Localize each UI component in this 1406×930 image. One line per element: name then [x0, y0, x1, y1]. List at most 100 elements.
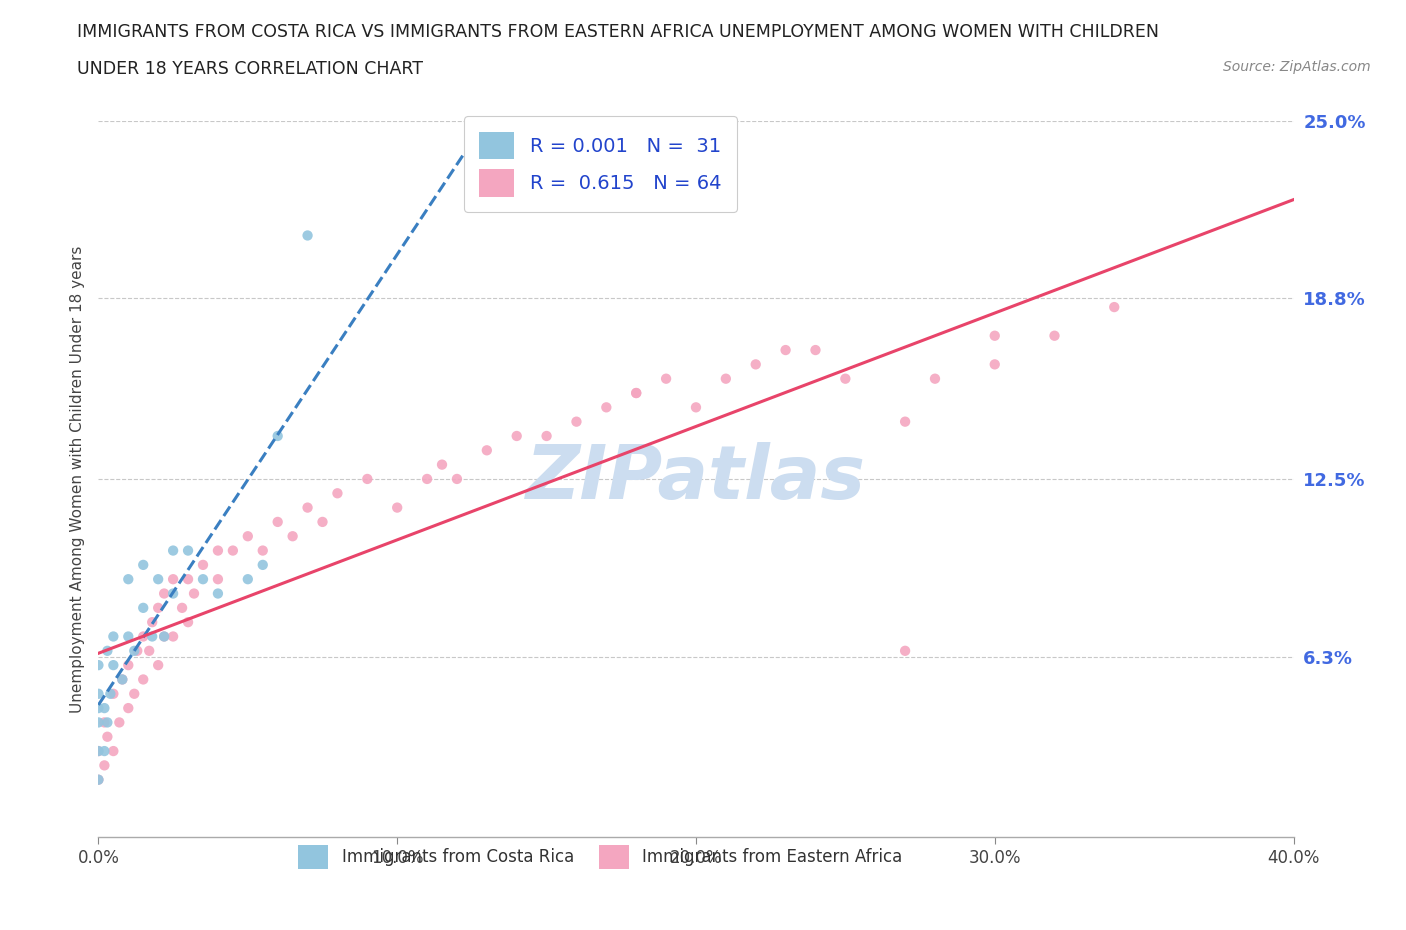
Point	[655, 371, 678, 386]
Point	[1043, 328, 1066, 343]
Point	[536, 429, 558, 444]
Point	[87, 658, 110, 672]
Point	[87, 772, 110, 787]
Point	[356, 472, 378, 486]
Point	[93, 715, 115, 730]
Point	[93, 758, 115, 773]
Legend: Immigrants from Costa Rica, Immigrants from Eastern Africa: Immigrants from Costa Rica, Immigrants f…	[291, 838, 910, 875]
Point	[714, 371, 737, 386]
Point	[172, 601, 194, 616]
Point	[132, 629, 155, 644]
Point	[87, 744, 110, 759]
Point	[297, 500, 319, 515]
Point	[311, 514, 333, 529]
Point	[87, 686, 110, 701]
Point	[775, 342, 797, 357]
Point	[446, 472, 468, 486]
Point	[685, 400, 707, 415]
Point	[108, 715, 131, 730]
Point	[191, 557, 214, 572]
Point	[103, 629, 125, 644]
Point	[117, 700, 139, 715]
Point	[98, 686, 122, 701]
Point	[430, 458, 453, 472]
Point	[132, 601, 155, 616]
Point	[252, 543, 274, 558]
Point	[595, 400, 617, 415]
Point	[148, 601, 170, 616]
Point	[984, 357, 1007, 372]
Point	[177, 543, 200, 558]
Point	[117, 572, 139, 587]
Point	[162, 572, 184, 587]
Text: IMMIGRANTS FROM COSTA RICA VS IMMIGRANTS FROM EASTERN AFRICA UNEMPLOYMENT AMONG : IMMIGRANTS FROM COSTA RICA VS IMMIGRANTS…	[77, 23, 1160, 41]
Point	[141, 615, 163, 630]
Point	[236, 572, 259, 587]
Point	[626, 386, 648, 401]
Point	[506, 429, 529, 444]
Point	[252, 557, 274, 572]
Point	[385, 500, 409, 515]
Point	[894, 644, 917, 658]
Point	[222, 543, 245, 558]
Point	[281, 529, 304, 544]
Point	[87, 715, 110, 730]
Point	[177, 615, 200, 630]
Point	[1104, 299, 1126, 314]
Point	[162, 543, 184, 558]
Point	[117, 658, 139, 672]
Point	[127, 644, 149, 658]
Point	[297, 228, 319, 243]
Point	[148, 572, 170, 587]
Point	[132, 672, 155, 687]
Point	[153, 629, 176, 644]
Point	[191, 572, 214, 587]
Point	[124, 644, 146, 658]
Point	[148, 658, 170, 672]
Point	[111, 672, 134, 687]
Point	[87, 772, 110, 787]
Point	[745, 357, 768, 372]
Point	[236, 529, 259, 544]
Point	[153, 586, 176, 601]
Point	[416, 472, 439, 486]
Point	[207, 586, 229, 601]
Point	[984, 328, 1007, 343]
Point	[117, 629, 139, 644]
Point	[183, 586, 205, 601]
Point	[93, 744, 115, 759]
Point	[267, 429, 290, 444]
Point	[96, 715, 118, 730]
Point	[626, 386, 648, 401]
Point	[93, 700, 115, 715]
Point	[162, 629, 184, 644]
Point	[162, 586, 184, 601]
Point	[87, 700, 110, 715]
Point	[111, 672, 134, 687]
Point	[124, 686, 146, 701]
Point	[103, 686, 125, 701]
Point	[153, 629, 176, 644]
Text: Source: ZipAtlas.com: Source: ZipAtlas.com	[1223, 60, 1371, 74]
Point	[804, 342, 827, 357]
Y-axis label: Unemployment Among Women with Children Under 18 years: Unemployment Among Women with Children U…	[69, 246, 84, 712]
Point	[565, 414, 588, 429]
Point	[177, 572, 200, 587]
Text: UNDER 18 YEARS CORRELATION CHART: UNDER 18 YEARS CORRELATION CHART	[77, 60, 423, 78]
Point	[103, 744, 125, 759]
Point	[96, 729, 118, 744]
Point	[894, 414, 917, 429]
Point	[138, 644, 160, 658]
Point	[267, 514, 290, 529]
Point	[87, 744, 110, 759]
Point	[326, 485, 349, 500]
Point	[96, 644, 118, 658]
Point	[141, 629, 163, 644]
Point	[834, 371, 856, 386]
Point	[207, 543, 229, 558]
Point	[103, 658, 125, 672]
Point	[924, 371, 946, 386]
Text: ZIPatlas: ZIPatlas	[526, 443, 866, 515]
Point	[132, 557, 155, 572]
Point	[207, 572, 229, 587]
